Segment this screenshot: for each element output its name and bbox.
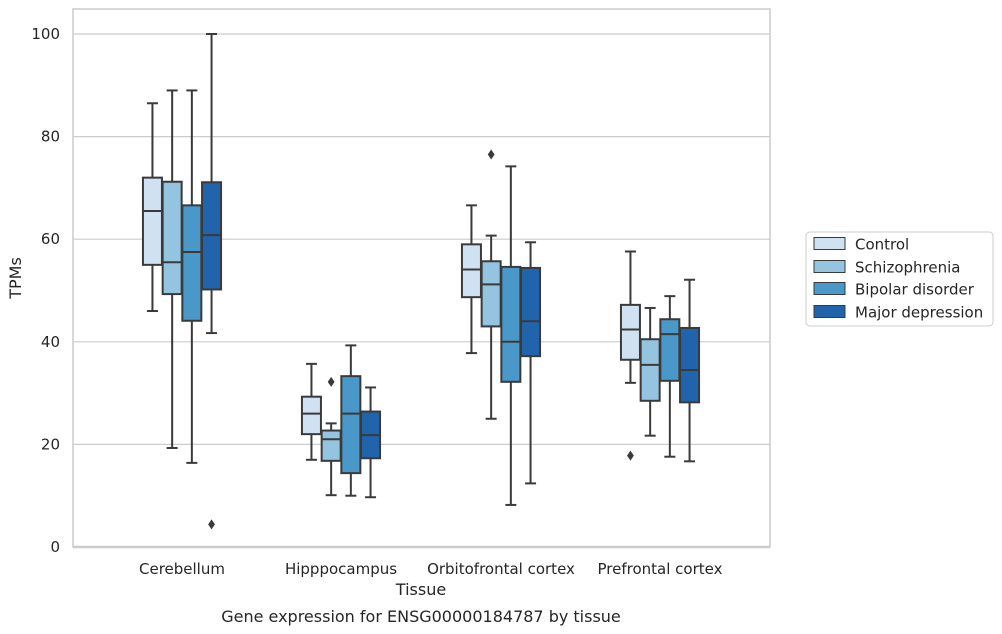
box-bipolar-disorder (659, 295, 681, 458)
box-bipolar-disorder (181, 89, 203, 464)
iqr-box (300, 395, 322, 436)
y-tick-label: 40 (41, 333, 60, 351)
iqr-box (679, 326, 701, 404)
box-schizophrenia (161, 89, 183, 449)
legend-label: Major depression (855, 304, 983, 322)
outlier-point (208, 519, 215, 530)
legend-label: Schizophrenia (855, 259, 960, 277)
box-major-depression (360, 386, 382, 499)
legend: Control Schizophrenia Bipolar disorder Majo… (805, 231, 994, 327)
legend-swatch (813, 305, 846, 318)
box-schizophrenia (320, 376, 342, 497)
x-tick-label: Prefrontal cortex (598, 560, 723, 578)
boxes-layer (141, 33, 701, 530)
legend-swatch (813, 237, 846, 250)
outlier-point (487, 149, 495, 160)
iqr-box (340, 375, 362, 475)
legend-swatch (813, 260, 846, 273)
box-schizophrenia (639, 306, 661, 437)
legend-frame (805, 231, 994, 327)
iqr-box (639, 338, 661, 402)
outlier-point (627, 450, 634, 461)
y-tick-labels: 0 20 40 60 80 100 (31, 25, 60, 556)
outlier-point (327, 376, 335, 387)
box-bipolar-disorder (340, 344, 362, 497)
iqr-box (500, 265, 522, 383)
legend-label: Control (855, 236, 909, 254)
x-tick-label: Hipppocampus (285, 560, 397, 578)
y-tick-label: 0 (50, 538, 60, 556)
legend-swatch (813, 282, 846, 295)
box-major-depression (520, 241, 542, 485)
iqr-box (659, 318, 681, 382)
iqr-box (480, 260, 502, 328)
y-tick-label: 80 (41, 128, 60, 146)
chart-caption: Gene expression for ENSG00000184787 by t… (221, 607, 621, 626)
x-tick-label: Cerebellum (139, 560, 225, 578)
x-axis-title: Tissue (395, 580, 446, 599)
box-control (141, 102, 163, 313)
box-control (300, 362, 322, 461)
box-bipolar-disorder (500, 165, 522, 506)
y-axis-title: TPMs (6, 257, 25, 300)
iqr-box (161, 180, 183, 296)
box-schizophrenia (480, 149, 502, 420)
legend-label: Bipolar disorder (855, 281, 975, 299)
box-major-depression (201, 33, 223, 530)
box-control (619, 250, 641, 461)
box-control (460, 204, 482, 355)
x-tick-labels: Cerebellum Hipppocampus Orbitofrontal cort… (139, 560, 723, 578)
iqr-box (141, 176, 163, 266)
iqr-box (320, 429, 342, 462)
x-tick-label: Orbitofrontal cortex (427, 560, 575, 578)
iqr-box (460, 243, 482, 299)
iqr-box (520, 266, 542, 358)
y-tick-label: 60 (41, 230, 60, 248)
box-major-depression (679, 278, 701, 463)
y-tick-label: 20 (41, 435, 60, 453)
y-tick-label: 100 (31, 25, 60, 43)
iqr-box (181, 204, 203, 322)
iqr-box (619, 303, 641, 361)
